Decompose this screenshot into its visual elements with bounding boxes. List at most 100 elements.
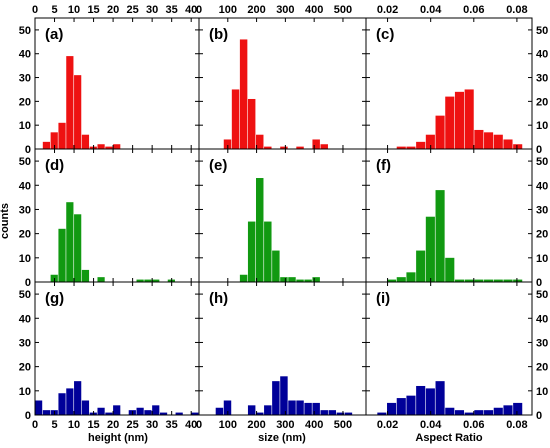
histogram-bar [503, 139, 513, 149]
y-tick-label: 10 [19, 253, 31, 265]
x-tick-label-size: 300 [276, 419, 294, 431]
histogram-bar [113, 144, 121, 149]
x-tick-label-size: 100 [219, 419, 237, 431]
x-tick-label-height: 25 [126, 419, 138, 431]
histogram-bar [445, 96, 455, 149]
x-tick-label-size: 500 [334, 419, 352, 431]
x-tick-label-height: 10 [68, 4, 80, 16]
histogram-bar [296, 279, 304, 282]
y-tick-label: 20 [536, 229, 548, 241]
x-tick-label-height: 0 [32, 419, 38, 431]
y-tick-label: 0 [536, 277, 542, 289]
y-tick-label: 40 [19, 49, 31, 61]
y-tick-label: 50 [536, 156, 548, 168]
histogram-bar [239, 39, 248, 149]
x-tick-label-size: 400 [305, 4, 323, 16]
y-axis-label: counts [0, 203, 11, 239]
histogram-bar [66, 388, 74, 415]
x-tick-label-height: 20 [107, 4, 119, 16]
histogram-bar [74, 381, 82, 415]
x-tick-label-ratio: 0.02 [377, 4, 398, 16]
histogram-bar [97, 277, 105, 282]
panel-g: (g) 0 10 20 30 40 50 0 5 10 15 20 25 30 35 40 [19, 281, 200, 431]
histogram-bar [464, 412, 474, 415]
histogram-bar [416, 250, 426, 282]
y-tick-label: 40 [536, 49, 548, 61]
histogram-bar [406, 272, 416, 282]
x-tick-label-size: 200 [247, 4, 265, 16]
histogram-bar [406, 146, 416, 149]
panel-label: (c) [376, 26, 394, 43]
histogram-bar [42, 141, 51, 149]
histogram-bar [387, 279, 397, 282]
y-tick-label: 20 [19, 362, 31, 374]
x-tick-label-height: 15 [87, 4, 99, 16]
histogram-bar [312, 277, 320, 282]
histogram-bar [320, 144, 328, 149]
histogram-bar [396, 398, 406, 415]
histogram-bar [247, 98, 256, 149]
x-tick-label-size: 100 [219, 4, 237, 16]
histogram-bar [280, 277, 288, 282]
panel-h: (h) 0 100 200 300 400 500 [196, 281, 367, 431]
histogram-bar [328, 410, 337, 415]
x-tick-label-height: 15 [87, 419, 99, 431]
histogram-bar [445, 257, 455, 282]
x-tick-label-ratio: 0.08 [506, 419, 527, 431]
histogram-bar [464, 89, 474, 149]
y-tick-label: 0 [25, 144, 31, 156]
y-tick-label: 0 [536, 410, 542, 422]
histogram-bar [484, 410, 494, 415]
x-axis-label-height: height (nm) [88, 432, 148, 444]
histogram-bar [256, 134, 264, 149]
x-tick-label-ratio: 0.08 [506, 4, 527, 16]
histogram-bar [191, 412, 199, 415]
histogram-bar [435, 115, 445, 149]
histogram-bar [296, 146, 304, 149]
y-tick-label: 50 [536, 289, 548, 301]
y-tick-label: 30 [536, 337, 548, 349]
panel-f: (f) 0 10 20 30 40 50 [365, 148, 548, 289]
histogram-bar [264, 146, 272, 149]
histogram-bar [513, 402, 523, 415]
histogram-bar [513, 279, 523, 282]
histogram-bar [454, 410, 465, 415]
x-tick-label-ratio: 0.06 [463, 419, 484, 431]
histogram-bar [175, 412, 183, 415]
y-tick-label: 0 [25, 410, 31, 422]
axis-labels: counts height (nm) size (nm) Aspect Rati… [0, 203, 483, 444]
x-tick-label-size: 0 [196, 4, 202, 16]
panel-e: (e) [198, 148, 367, 283]
x-tick-label-size: 500 [334, 4, 352, 16]
x-tick-label-height: 30 [146, 419, 158, 431]
panel-label: (g) [45, 290, 64, 307]
histogram-bar [304, 279, 312, 282]
panel-label: (i) [376, 290, 390, 307]
histogram-bar [81, 134, 90, 149]
histogram-bar [239, 274, 248, 282]
x-tick-label-size: 300 [276, 4, 294, 16]
x-tick-label-height: 10 [68, 419, 80, 431]
y-tick-label: 30 [19, 204, 31, 216]
histogram-bar [406, 395, 416, 415]
x-tick-label-size: 200 [247, 419, 265, 431]
panel-i: (i) 0 10 20 30 40 50 0.02 0.04 0.06 0.08 [365, 281, 548, 431]
histogram-bar [256, 412, 264, 415]
x-axis-label-size: size (nm) [258, 432, 306, 444]
histogram-bar [58, 122, 66, 149]
y-tick-label: 30 [536, 204, 548, 216]
x-tick-label-ratio: 0.02 [377, 419, 398, 431]
histogram-bar [97, 407, 105, 415]
histogram-bar [152, 279, 160, 282]
histogram-bar [264, 405, 272, 415]
histogram-bar [247, 405, 256, 415]
y-tick-label: 40 [19, 180, 31, 192]
y-tick-label: 40 [536, 313, 548, 325]
panel-b: (b) 0 100 200 300 400 500 [196, 4, 367, 150]
histogram-bar [264, 221, 272, 282]
x-tick-label-height: 5 [51, 4, 57, 16]
panel-label: (h) [209, 290, 228, 307]
histogram-bar [312, 139, 320, 149]
